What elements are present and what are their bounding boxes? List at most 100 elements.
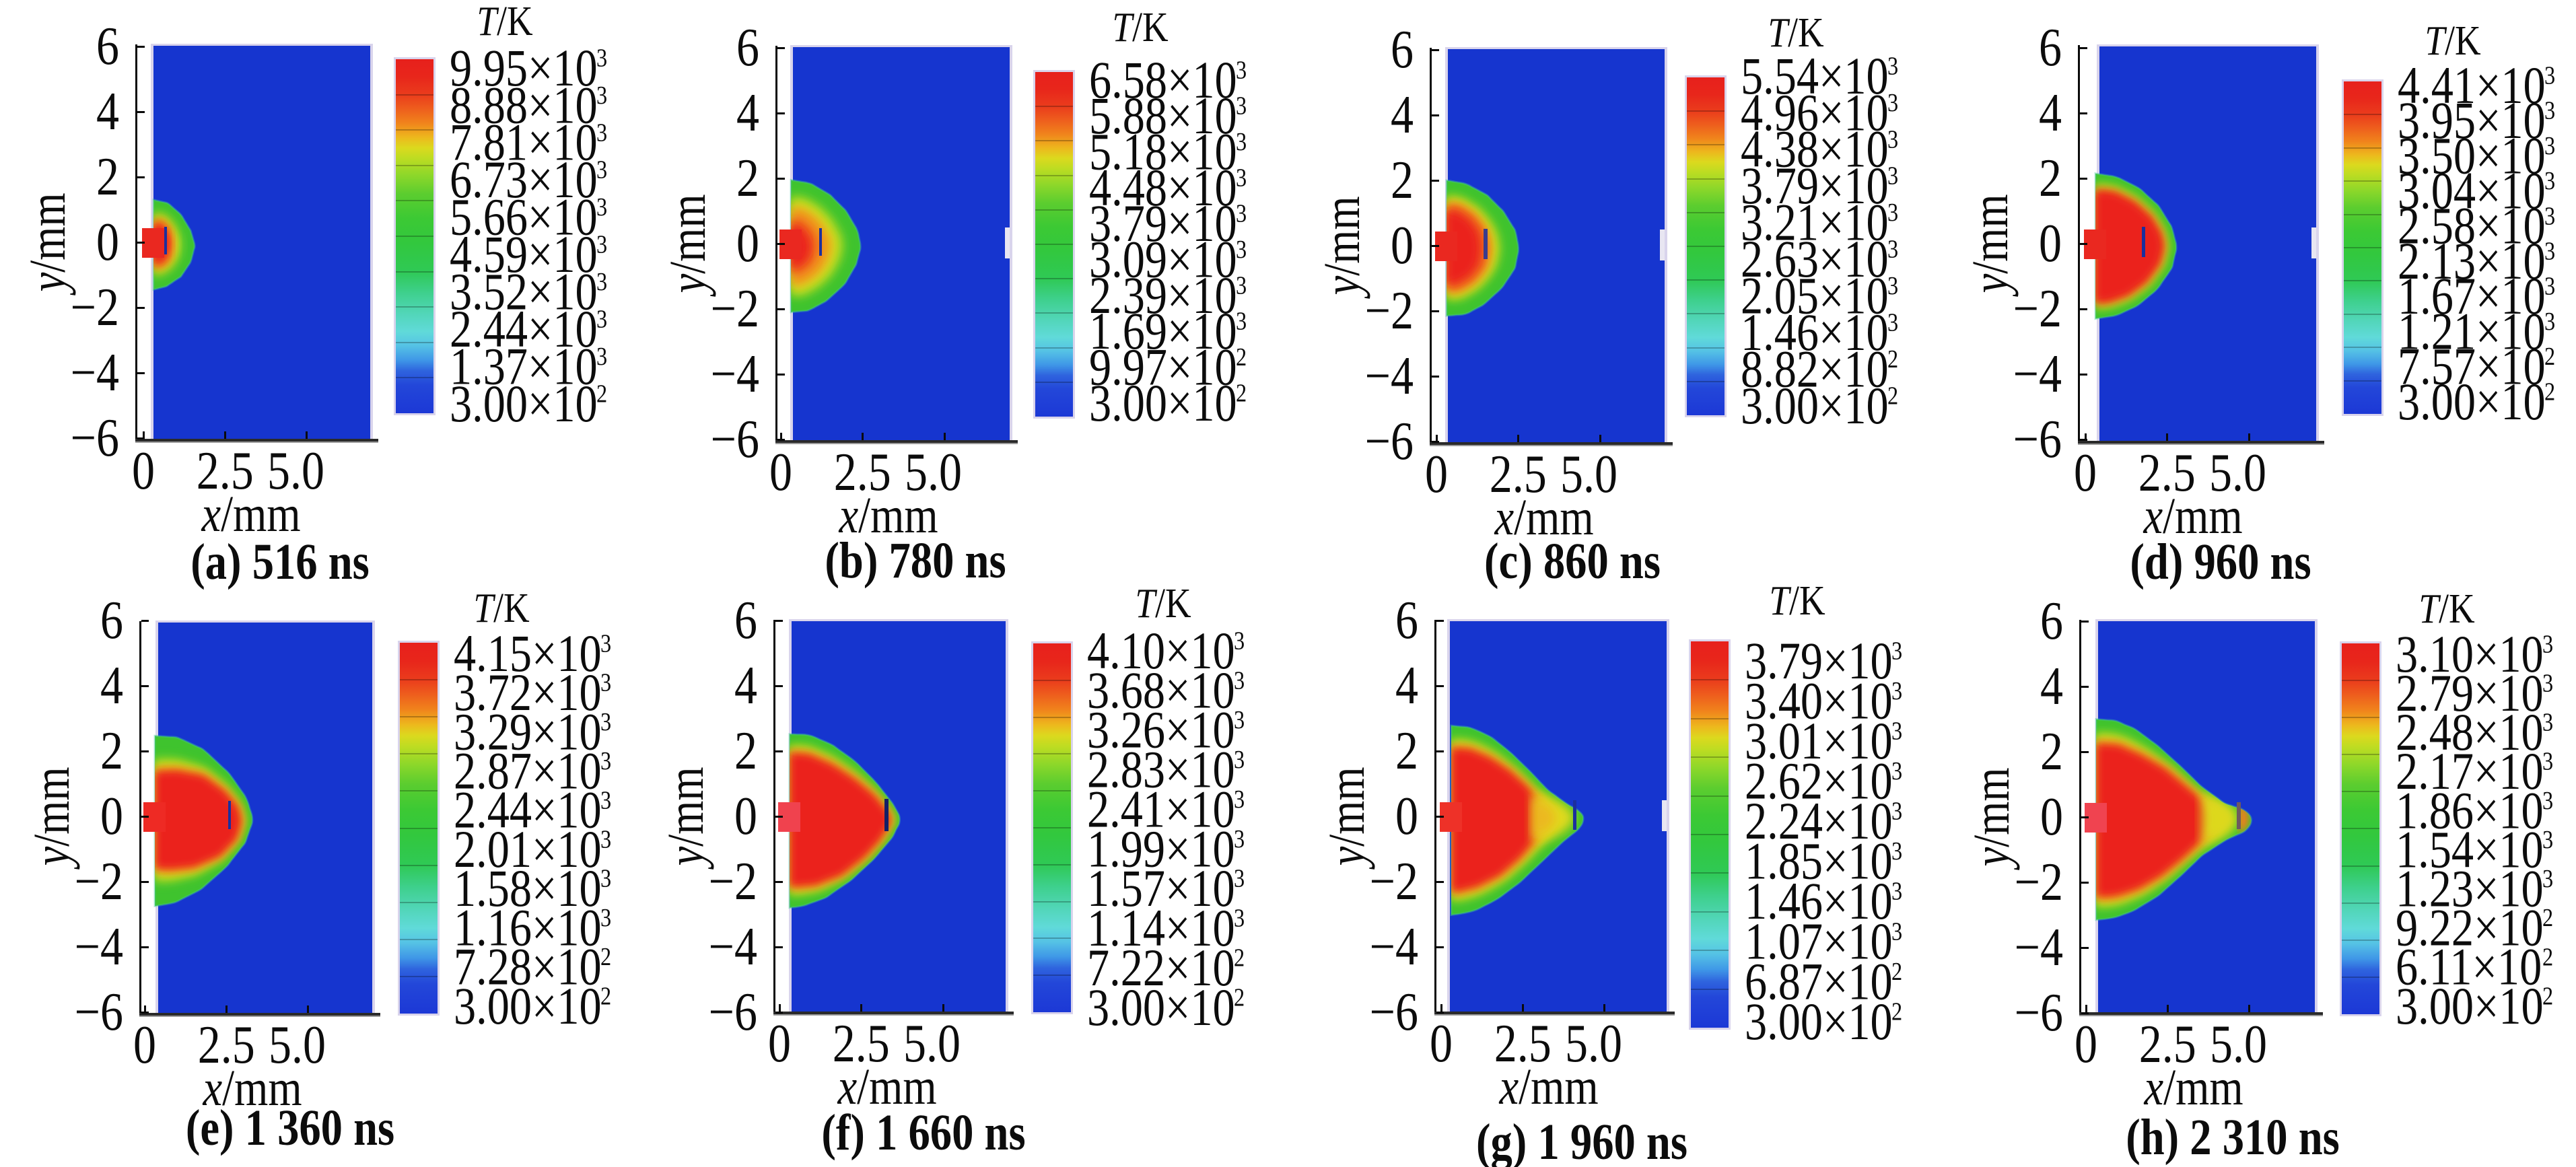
svg-text:4: 4 (736, 83, 759, 143)
svg-text:0: 0 (2074, 444, 2097, 503)
svg-text:3: 3 (1887, 199, 1898, 227)
svg-text:1.14×10: 1.14×10 (1087, 899, 1235, 957)
svg-text:6: 6 (96, 17, 119, 76)
svg-text:−2: −2 (71, 278, 119, 337)
svg-text:y/mm: y/mm (1963, 767, 2020, 870)
svg-text:6: 6 (100, 591, 123, 650)
svg-text:3.00×10: 3.00×10 (2398, 373, 2546, 431)
svg-text:4: 4 (2040, 657, 2063, 716)
svg-text:3: 3 (1236, 307, 1247, 335)
svg-text:4.48×10: 4.48×10 (1089, 159, 1237, 217)
svg-text:3.04×10: 3.04×10 (2398, 162, 2546, 220)
svg-text:0: 0 (96, 213, 119, 272)
svg-text:3.00×10: 3.00×10 (1741, 377, 1889, 435)
svg-text:T/K: T/K (2425, 17, 2480, 64)
svg-text:2: 2 (1887, 382, 1898, 410)
svg-text:3.52×10: 3.52×10 (450, 263, 598, 321)
svg-text:−2: −2 (1365, 281, 1414, 341)
svg-text:3: 3 (596, 44, 607, 72)
svg-text:T/K: T/K (473, 584, 529, 631)
svg-text:2.41×10: 2.41×10 (1087, 780, 1235, 838)
svg-text:2: 2 (1395, 721, 1418, 781)
svg-text:3: 3 (1234, 706, 1245, 734)
svg-text:2.5: 2.5 (198, 1016, 255, 1075)
svg-text:3: 3 (596, 305, 607, 333)
svg-text:3: 3 (1891, 757, 1902, 785)
svg-text:3: 3 (1234, 666, 1245, 695)
svg-text:7.28×10: 7.28×10 (454, 938, 602, 996)
svg-text:1.86×10: 1.86×10 (2396, 781, 2544, 839)
svg-text:2.39×10: 2.39×10 (1089, 267, 1237, 324)
svg-text:2: 2 (1234, 983, 1245, 1012)
svg-text:−6: −6 (2013, 410, 2062, 469)
svg-text:2: 2 (2544, 378, 2555, 406)
svg-text:2: 2 (596, 380, 607, 408)
svg-text:3: 3 (1887, 52, 1898, 80)
svg-text:3: 3 (1891, 717, 1902, 745)
svg-text:3: 3 (596, 268, 607, 296)
svg-text:2.44×10: 2.44×10 (450, 300, 598, 358)
svg-text:6.87×10: 6.87×10 (1745, 952, 1893, 1010)
svg-text:−4: −4 (1370, 917, 1418, 977)
svg-text:−4: −4 (1365, 347, 1414, 406)
svg-text:1.16×10: 1.16×10 (454, 898, 602, 956)
svg-text:3: 3 (1234, 746, 1245, 774)
svg-text:5.0: 5.0 (1565, 1014, 1622, 1073)
svg-text:1.21×10: 1.21×10 (2398, 302, 2546, 360)
svg-text:0: 0 (2040, 787, 2063, 847)
svg-text:2: 2 (600, 982, 611, 1010)
svg-text:0: 0 (1425, 445, 1448, 504)
svg-text:2: 2 (2039, 149, 2062, 208)
svg-text:3: 3 (2542, 747, 2553, 775)
svg-text:3: 3 (1234, 785, 1245, 814)
svg-text:5.88×10: 5.88×10 (1089, 87, 1237, 145)
svg-text:x/mm: x/mm (1499, 1059, 1599, 1115)
svg-text:2.5: 2.5 (833, 1014, 890, 1073)
svg-text:4.41×10: 4.41×10 (2398, 57, 2546, 114)
svg-text:4: 4 (734, 656, 757, 715)
svg-text:2.44×10: 2.44×10 (454, 781, 602, 839)
svg-text:2: 2 (2542, 943, 2553, 971)
svg-text:3: 3 (1236, 271, 1247, 299)
svg-text:3.79×10: 3.79×10 (1745, 632, 1893, 690)
svg-text:3: 3 (600, 707, 611, 736)
svg-text:x/mm: x/mm (839, 487, 938, 544)
svg-text:(h) 2 310 ns: (h) 2 310 ns (2126, 1109, 2340, 1166)
svg-text:3: 3 (596, 230, 607, 258)
svg-text:3: 3 (2542, 826, 2553, 854)
svg-text:1.23×10: 1.23×10 (2396, 860, 2544, 918)
svg-text:2.58×10: 2.58×10 (2398, 197, 2546, 255)
svg-text:3: 3 (596, 118, 607, 147)
svg-text:2.5: 2.5 (2138, 444, 2196, 503)
svg-text:5.0: 5.0 (2209, 444, 2266, 503)
svg-text:3: 3 (1236, 92, 1247, 120)
svg-text:0: 0 (769, 443, 792, 502)
svg-text:6.73×10: 6.73×10 (450, 151, 598, 209)
svg-text:1.07×10: 1.07×10 (1745, 913, 1893, 970)
svg-text:6: 6 (736, 18, 759, 77)
svg-text:3.00×10: 3.00×10 (1089, 374, 1237, 432)
svg-text:7.81×10: 7.81×10 (450, 114, 598, 172)
svg-text:−6: −6 (1370, 983, 1418, 1042)
svg-text:2: 2 (600, 943, 611, 971)
svg-text:(b) 780 ns: (b) 780 ns (825, 532, 1006, 589)
svg-text:2: 2 (1236, 343, 1247, 372)
svg-text:3: 3 (596, 343, 607, 371)
svg-text:3.40×10: 3.40×10 (1745, 672, 1893, 730)
svg-text:x/mm: x/mm (2143, 488, 2243, 544)
svg-text:3: 3 (1891, 797, 1902, 825)
svg-text:3: 3 (1236, 236, 1247, 264)
svg-text:−6: −6 (75, 983, 123, 1042)
svg-text:x/mm: x/mm (1494, 489, 1594, 546)
svg-text:0: 0 (100, 787, 123, 846)
svg-text:T/K: T/K (1768, 9, 1823, 56)
svg-text:(a) 516 ns: (a) 516 ns (190, 534, 370, 590)
svg-text:3: 3 (600, 864, 611, 892)
svg-text:3: 3 (1236, 128, 1247, 156)
svg-text:5.0: 5.0 (2210, 1015, 2267, 1074)
svg-text:6.58×10: 6.58×10 (1089, 51, 1237, 109)
svg-text:3.79×10: 3.79×10 (1089, 194, 1237, 252)
svg-text:3: 3 (2542, 865, 2553, 893)
svg-text:0: 0 (2075, 1015, 2097, 1074)
svg-text:2: 2 (2040, 722, 2063, 781)
